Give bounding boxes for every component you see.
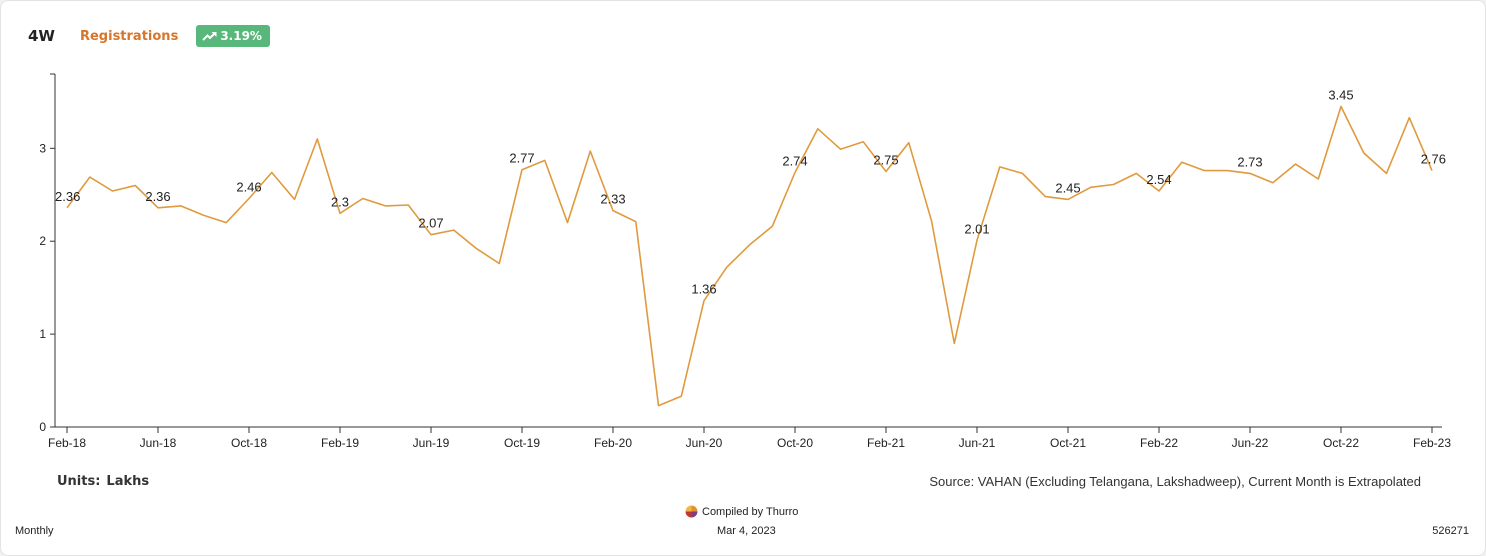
x-tick-label: Oct-20 <box>777 436 813 450</box>
x-tick-label: Feb-18 <box>48 436 86 450</box>
data-label: 2.76 <box>1421 152 1446 167</box>
data-label: 2.01 <box>964 221 989 236</box>
y-tick-label: 1 <box>39 327 46 341</box>
data-label: 2.74 <box>782 153 807 168</box>
x-tick-label: Oct-19 <box>504 436 540 450</box>
x-tick-label: Jun-22 <box>1232 436 1269 450</box>
growth-badge: 3.19% <box>196 25 270 47</box>
trending-up-icon <box>202 31 217 41</box>
y-tick-label: 2 <box>39 234 46 248</box>
data-label: 2.54 <box>1146 172 1171 187</box>
source-note: Source: VAHAN (Excluding Telangana, Laks… <box>929 474 1421 489</box>
segment-label: 4W <box>28 27 55 45</box>
units-label: Units: Lakhs <box>57 474 149 489</box>
data-label: 1.36 <box>691 282 716 297</box>
compiled-by-text: Compiled by Thurro <box>702 505 799 518</box>
data-label: 2.45 <box>1055 180 1080 195</box>
data-label: 2.33 <box>600 192 625 207</box>
chart-header: 4W Registrations 3.19% <box>28 25 270 47</box>
metric-label: Registrations <box>79 28 179 44</box>
compiled-date: Mar 4, 2023 <box>717 525 776 537</box>
data-label: 2.3 <box>331 194 349 209</box>
line-chart: 0 1 2 3 Feb-18 Jun-18 Oct-18 Feb-19 Jun-19 Oct-19… <box>39 73 1451 450</box>
data-label: 3.45 <box>1328 88 1353 103</box>
x-tick-label: Oct-22 <box>1323 436 1359 450</box>
x-tick-label: Feb-19 <box>321 436 359 450</box>
data-label: 2.73 <box>1237 154 1262 169</box>
chart-code: 526271 <box>1432 525 1469 537</box>
series-line-registrations <box>66 105 1433 407</box>
x-tick-label: Oct-21 <box>1050 436 1086 450</box>
growth-value: 3.19% <box>220 29 262 43</box>
thurro-logo-icon <box>685 505 698 518</box>
units-prefix: Units: <box>57 474 101 489</box>
x-tick-label: Oct-18 <box>231 436 267 450</box>
data-label: 2.75 <box>873 153 898 168</box>
data-label: 2.07 <box>418 216 443 231</box>
x-tick-label: Jun-19 <box>413 436 450 450</box>
y-tick-label: 0 <box>39 420 46 434</box>
x-tick-label: Feb-21 <box>867 436 905 450</box>
data-label: 2.36 <box>55 189 80 204</box>
x-tick-label: Jun-21 <box>959 436 996 450</box>
compiled-by: Compiled by Thurro <box>685 505 798 518</box>
x-tick-label: Feb-20 <box>594 436 632 450</box>
x-tick-label: Feb-23 <box>1413 436 1451 450</box>
data-label: 2.77 <box>509 151 534 166</box>
data-label: 2.36 <box>145 189 170 204</box>
x-tick-label: Jun-20 <box>686 436 723 450</box>
y-tick-label: 3 <box>39 141 46 155</box>
units-value: Lakhs <box>106 474 150 489</box>
x-tick-label: Jun-18 <box>140 436 177 450</box>
data-label: 2.46 <box>236 179 261 194</box>
frequency-label: Monthly <box>15 525 54 537</box>
x-tick-label: Feb-22 <box>1140 436 1178 450</box>
